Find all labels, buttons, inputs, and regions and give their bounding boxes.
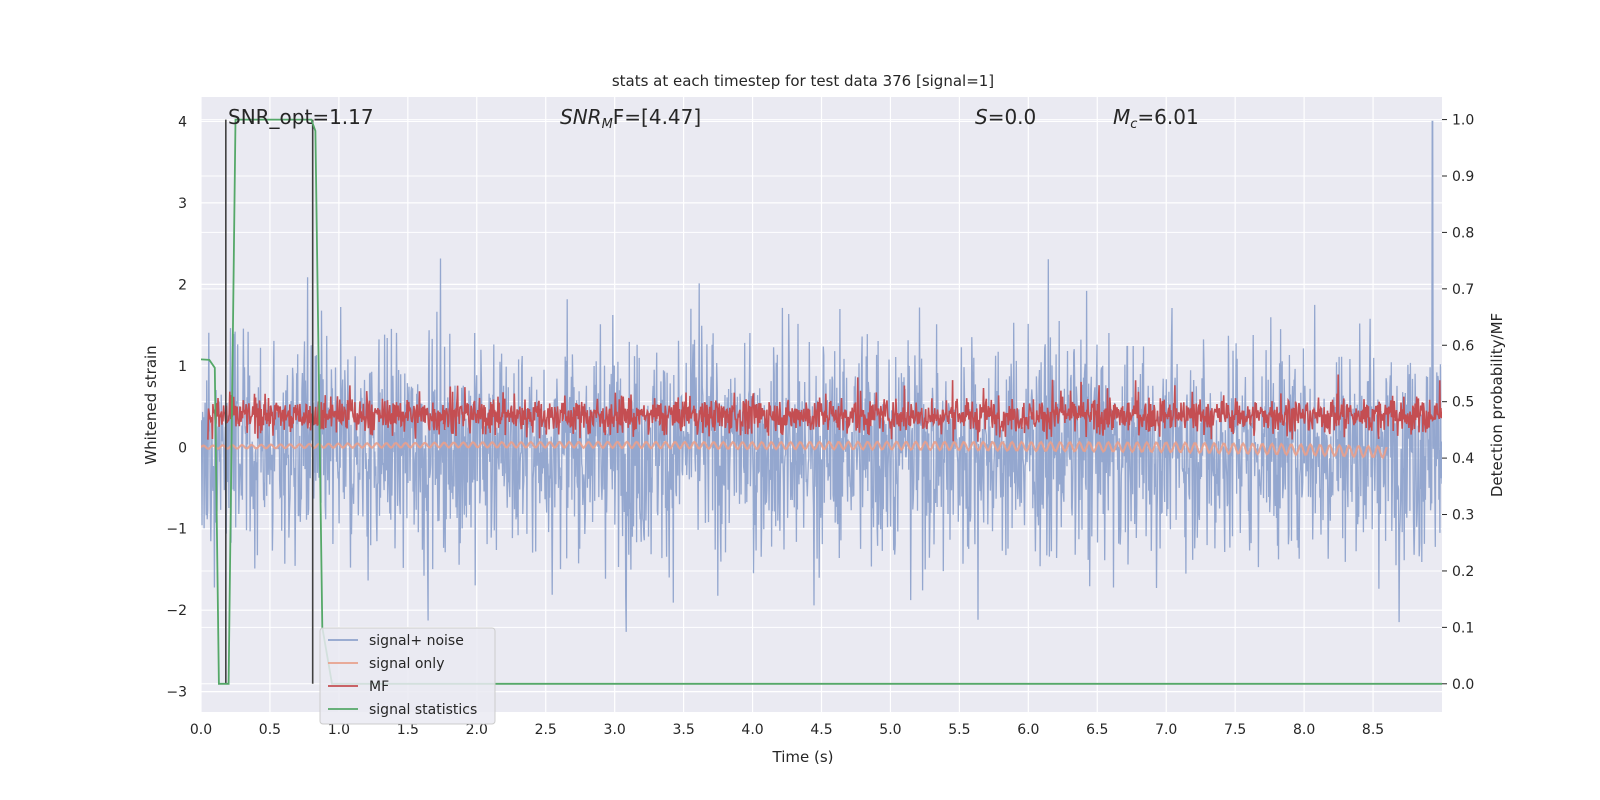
x-axis: 0.0 0.5 1.0 1.5 2.0 2.5 3.0 3.5 4.0 4.5 5.0 5.5 6.0 6… (190, 722, 1384, 738)
annotation-s-label: S (975, 105, 988, 129)
y-axis-right: 1.0 0.9 0.8 0.7 0.6 0.5 0.4 0.3 0.2 0.1 0.0 (1442, 113, 1474, 693)
series-group (201, 118, 1442, 685)
y-tick-label: 4 (178, 114, 187, 130)
x-tick-label: 3.5 (672, 722, 694, 738)
y-tick-label: −2 (166, 603, 187, 619)
x-tick-label: 0.0 (190, 722, 212, 738)
annotation-mc: Mc=6.01 (1113, 105, 1199, 132)
y-tick-label: 1 (178, 359, 187, 375)
annotation-mc-value: =6.01 (1137, 105, 1198, 129)
legend-label-signal-only: signal only (369, 656, 444, 672)
x-tick-label: 1.5 (397, 722, 419, 738)
y-tick-label: 3 (178, 196, 187, 212)
annotation-s-value: =0.0 (988, 105, 1037, 129)
y-tick-label: −1 (166, 522, 187, 538)
legend-label-mf: MF (369, 679, 389, 695)
series-signal-only (201, 440, 1388, 460)
x-tick-label: 7.5 (1224, 722, 1246, 738)
y-tick-label: 2 (178, 277, 187, 293)
x-axis-label: Time (s) (772, 748, 834, 766)
annotation-mc-sub: c (1130, 117, 1137, 132)
y2-tick-label: 0.7 (1452, 282, 1474, 298)
annotation-snr-opt: SNR_opt=1.17 (228, 105, 374, 129)
x-tick-label: 4.0 (741, 722, 763, 738)
series-mf (207, 374, 1442, 442)
y2-tick-label: 0.9 (1452, 169, 1474, 185)
y-tick-label: 0 (178, 440, 187, 456)
y2-axis-label: Detection probability/MF (1488, 313, 1506, 497)
legend-label-signal-statistics: signal statistics (369, 702, 477, 718)
y2-tick-label: 0.8 (1452, 225, 1474, 241)
x-tick-label: 2.0 (466, 722, 488, 738)
x-tick-label: 6.0 (1017, 722, 1039, 738)
y-tick-label: −3 (166, 685, 187, 701)
x-tick-label: 2.5 (535, 722, 557, 738)
y2-tick-label: 0.6 (1452, 338, 1474, 354)
y2-tick-label: 0.1 (1452, 620, 1474, 636)
x-tick-label: 5.0 (879, 722, 901, 738)
legend: signal+ noise signal only MF signal stat… (319, 627, 496, 725)
annotation-snr-mf-sub: M (602, 117, 613, 132)
y2-tick-label: 0.4 (1452, 451, 1474, 467)
x-tick-label: 7.0 (1155, 722, 1177, 738)
y2-tick-label: 0.0 (1452, 677, 1474, 693)
annotation-snr-mf: SNRMF=[4.47] (560, 105, 701, 132)
series-layer (201, 118, 1442, 685)
y-axis-label: Whitened strain (142, 345, 160, 464)
x-tick-label: 3.0 (604, 722, 626, 738)
annotation-mc-label: M (1113, 105, 1130, 129)
x-tick-label: 8.5 (1362, 722, 1384, 738)
series-signal-noise (201, 120, 1442, 632)
x-tick-label: 1.0 (328, 722, 350, 738)
x-tick-label: 6.5 (1086, 722, 1108, 738)
x-tick-label: 8.0 (1293, 722, 1315, 738)
y2-tick-label: 1.0 (1452, 113, 1474, 129)
y2-tick-label: 0.3 (1452, 508, 1474, 524)
y2-tick-label: 0.2 (1452, 564, 1474, 580)
legend-label-signal-noise: signal+ noise (369, 633, 464, 649)
annotation-s: S=0.0 (975, 105, 1036, 129)
x-tick-label: 5.5 (948, 722, 970, 738)
y2-tick-label: 0.5 (1452, 395, 1474, 411)
x-tick-label: 0.5 (259, 722, 281, 738)
annotation-snr-mf-rest: F=[4.47] (613, 105, 701, 129)
legend-box (319, 627, 496, 725)
annotation-snr-mf-base: SNR (560, 105, 602, 129)
chart-title: stats at each timestep for test data 376… (612, 72, 994, 90)
x-tick-label: 4.5 (810, 722, 832, 738)
y-axis-left: 4 3 2 1 0 −1 −2 −3 (166, 114, 187, 700)
